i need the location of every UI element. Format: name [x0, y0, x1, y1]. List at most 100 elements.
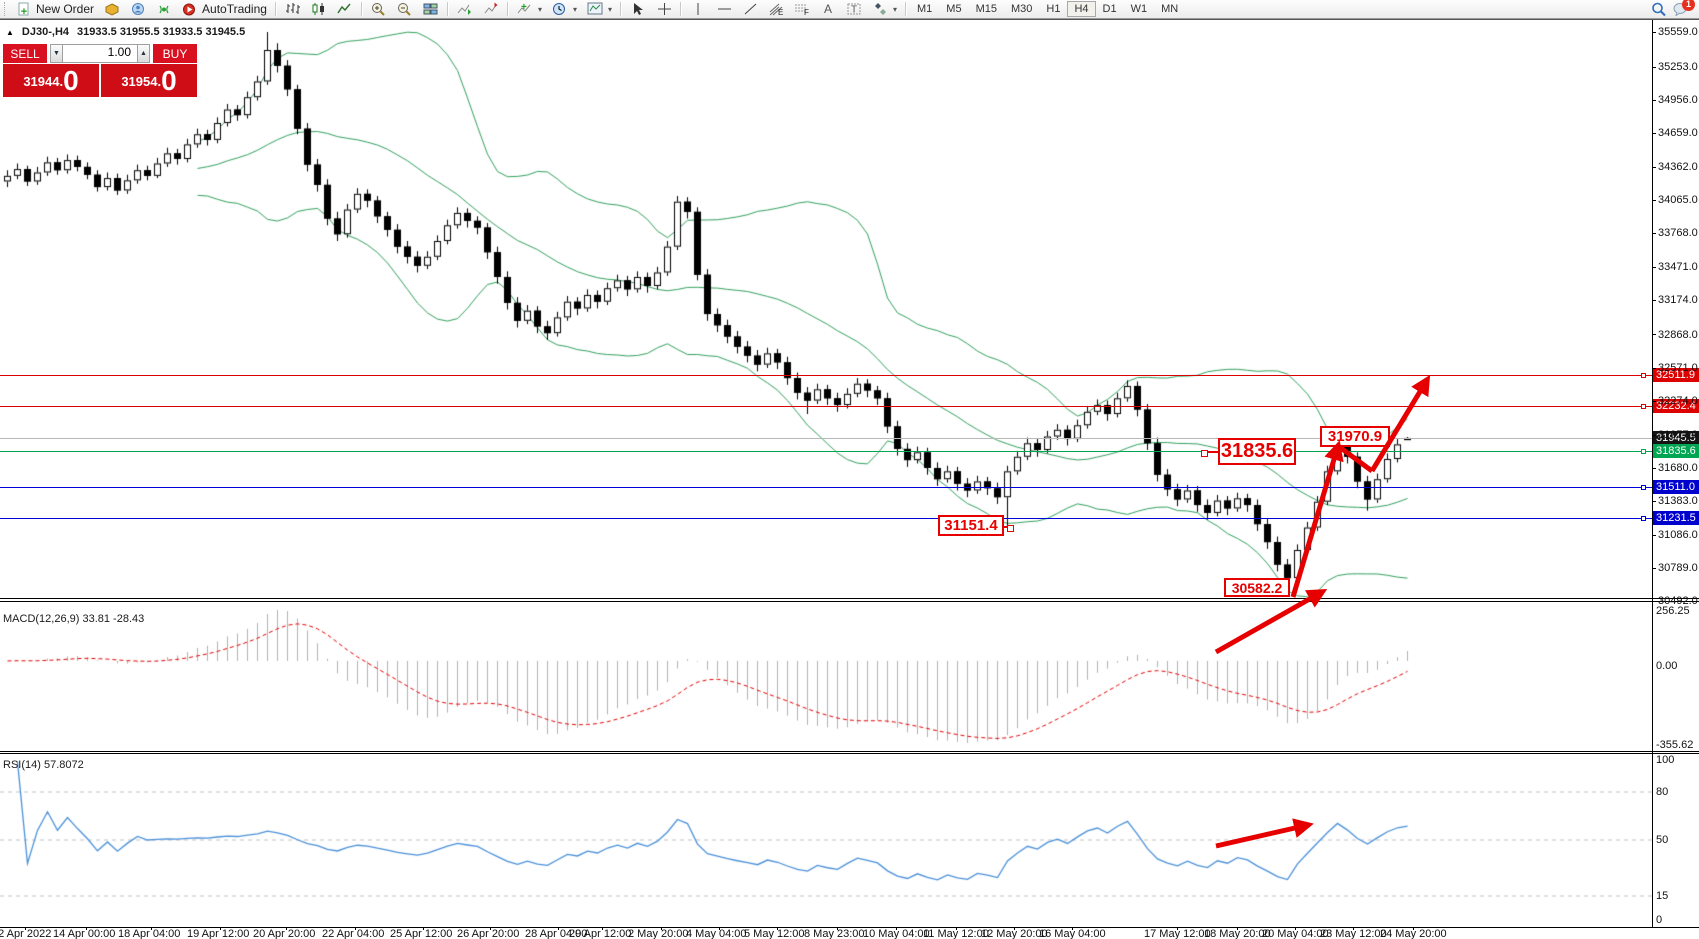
annotation-anchor-square	[1201, 450, 1208, 457]
chart-window: 32511.9 32232.4 31945.5 31835.6 31511.0 31231…	[0, 19, 1699, 939]
level-line-31231.5[interactable]	[0, 516, 1652, 521]
price-tick-label: 35253.0	[1658, 60, 1698, 73]
timeframe-m15[interactable]: M15	[975, 3, 997, 15]
price-annotation-label[interactable]: 31970.9	[1320, 426, 1390, 447]
line-chart-button[interactable]	[332, 1, 358, 18]
line-anchor-marker[interactable]	[1641, 516, 1646, 521]
axis-tick-mark	[1652, 368, 1656, 369]
panel-separator[interactable]	[0, 598, 1699, 599]
level-line-31945.5[interactable]	[0, 438, 1652, 439]
rsi-tick-label: 50	[1656, 834, 1669, 846]
volume-decrease-button[interactable]: ▼	[50, 44, 63, 63]
bar-chart-button[interactable]	[280, 1, 306, 18]
search-icon[interactable]	[1651, 2, 1667, 17]
axis-tick-mark	[1652, 435, 1656, 436]
profile-button[interactable]	[125, 1, 151, 18]
date-label: 23 May 12:00	[1320, 928, 1387, 939]
date-label: 16 May 04:00	[1039, 928, 1106, 939]
timeframe-d1[interactable]: D1	[1102, 3, 1117, 15]
price-tick-label: 32571.0	[1658, 361, 1698, 374]
hline-tool-button[interactable]	[711, 1, 737, 18]
crosshair-tool-button[interactable]	[651, 1, 677, 18]
price-chart-canvas[interactable]	[0, 20, 1652, 598]
level-line-31835.6[interactable]	[0, 449, 1652, 454]
timeframe-mn[interactable]: MN	[1161, 3, 1179, 15]
date-label: 14 Apr 00:00	[53, 928, 116, 939]
timeframe-m5[interactable]: M5	[946, 3, 962, 15]
timeframe-w1[interactable]: W1	[1130, 3, 1148, 15]
price-annotation-label[interactable]: 31151.4	[938, 515, 1004, 536]
sell-button[interactable]: SELL	[3, 44, 47, 63]
panel-separator[interactable]	[0, 751, 1699, 752]
auto-scroll-button[interactable]	[452, 1, 478, 18]
chat-notifications-icon[interactable]: 1	[1673, 0, 1695, 17]
line-anchor-marker[interactable]	[1641, 449, 1646, 454]
date-tick-mark	[286, 927, 287, 930]
fibo-tool-button[interactable]: E	[763, 1, 789, 18]
trendline-tool-button[interactable]	[737, 1, 763, 18]
date-tick-mark	[602, 927, 603, 930]
zoom-out-button[interactable]	[392, 1, 418, 18]
new-order-button[interactable]: + New Order	[11, 1, 99, 18]
line-anchor-marker[interactable]	[1641, 373, 1646, 378]
dropdown-caret: ▾	[607, 4, 612, 14]
date-label: 18 Apr 04:00	[118, 928, 181, 939]
periods-button[interactable]: ▾	[547, 1, 582, 18]
collapse-panel-icon[interactable]: ▲	[6, 27, 14, 37]
chart-shift-button[interactable]	[478, 1, 504, 18]
date-tick-mark	[423, 927, 424, 930]
buy-button[interactable]: BUY	[153, 44, 197, 63]
text-tool-button[interactable]: A	[815, 1, 841, 18]
cursor-tool-button[interactable]	[625, 1, 651, 18]
price-annotation-label[interactable]: 30582.2	[1224, 578, 1290, 597]
macd-canvas[interactable]	[0, 602, 1652, 751]
sell-price-main: 31944	[23, 74, 60, 89]
price-axis-border	[1652, 20, 1653, 927]
templates-button[interactable]: ▾	[582, 1, 617, 18]
notification-badge: 1	[1682, 0, 1695, 11]
price-annotation-label[interactable]: 31835.6	[1218, 438, 1296, 465]
timeframe-m30[interactable]: M30	[1010, 3, 1033, 15]
signal-button[interactable]	[151, 1, 177, 18]
date-tick-mark	[1237, 927, 1238, 930]
candlestick-chart-button[interactable]	[306, 1, 332, 18]
bar-chart-icon	[285, 2, 301, 17]
timeframe-h4[interactable]: H4	[1067, 1, 1096, 17]
timeframe-h1[interactable]: H1	[1046, 3, 1061, 15]
macd-tick-label: 256.25	[1656, 605, 1690, 617]
indicators-button[interactable]: + ▾	[512, 1, 547, 18]
price-tick-label: 30492.0	[1658, 595, 1698, 608]
vline-tool-button[interactable]	[685, 1, 711, 18]
arrows-tool-button[interactable]: ▾	[867, 1, 902, 18]
label-tool-button[interactable]: T	[841, 1, 867, 18]
date-tick-mark	[896, 927, 897, 930]
sell-price[interactable]: 31944. 0	[3, 64, 99, 97]
fibo-grid-tool-button[interactable]: F	[789, 1, 815, 18]
buy-price[interactable]: 31954. 0	[101, 64, 197, 97]
autotrading-button[interactable]: AutoTrading	[177, 1, 272, 18]
level-line-32232.4[interactable]	[0, 404, 1652, 409]
gold-box-icon	[104, 2, 120, 17]
timeframe-m1[interactable]: M1	[917, 3, 933, 15]
level-line-32511.9[interactable]	[0, 373, 1652, 378]
dropdown-caret: ▾	[572, 4, 577, 14]
chart-title: ▲ DJ30-,H4 31933.5 31955.5 31933.5 31945…	[6, 26, 245, 38]
line-anchor-marker[interactable]	[1641, 485, 1646, 490]
date-tick-mark	[220, 927, 221, 930]
axis-tick-mark	[1652, 100, 1656, 101]
line-anchor-marker[interactable]	[1641, 404, 1646, 409]
volume-increase-button[interactable]: ▲	[137, 44, 150, 63]
level-line-31511.0[interactable]	[0, 485, 1652, 490]
tile-windows-button[interactable]	[418, 1, 444, 18]
clock-icon	[552, 2, 568, 17]
toolbar-separator	[274, 2, 277, 16]
trendline-icon	[742, 2, 758, 17]
deposit-button[interactable]	[99, 1, 125, 18]
date-label: 22 Apr 04:00	[322, 928, 385, 939]
rsi-canvas[interactable]	[0, 754, 1652, 927]
volume-input[interactable]: 1.00	[63, 44, 137, 63]
date-label: 24 May 20:00	[1380, 928, 1447, 939]
price-axis-badge: 31835.6	[1653, 444, 1699, 458]
zoom-in-button[interactable]	[366, 1, 392, 18]
